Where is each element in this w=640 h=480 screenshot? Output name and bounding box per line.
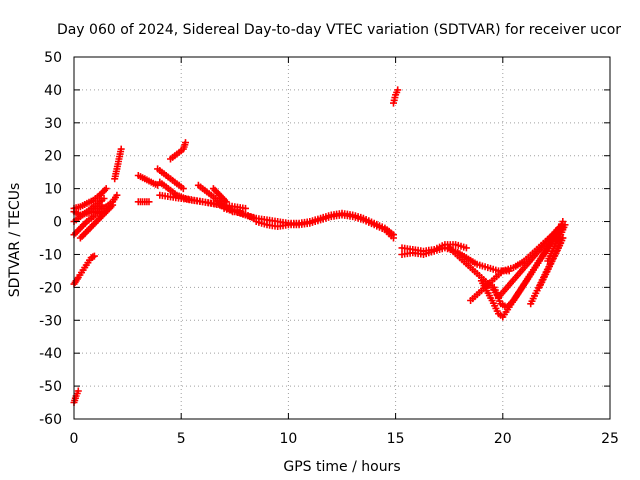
y-tick-label: 20 bbox=[44, 149, 62, 165]
x-tick-label: 0 bbox=[70, 431, 79, 447]
y-tick-label: -40 bbox=[39, 346, 62, 362]
x-tick-label: 15 bbox=[387, 431, 405, 447]
x-tick-label: 20 bbox=[494, 431, 512, 447]
y-tick-label: -60 bbox=[39, 412, 62, 428]
series-track-06 bbox=[70, 252, 98, 288]
data-point bbox=[390, 234, 397, 242]
y-axis-label: SDTVAR / TECUs bbox=[7, 183, 23, 298]
series-track-25 bbox=[490, 224, 567, 311]
x-tick-label: 25 bbox=[601, 431, 619, 447]
data-point bbox=[145, 198, 153, 206]
series-track-19 bbox=[390, 86, 402, 107]
y-tick-label: 50 bbox=[44, 50, 62, 66]
data-point bbox=[100, 195, 108, 202]
x-tick-label: 10 bbox=[279, 431, 297, 447]
series-track-27 bbox=[535, 234, 567, 291]
series-track-09 bbox=[134, 198, 153, 206]
chart-title: Day 060 of 2024, Sidereal Day-to-day VTE… bbox=[57, 22, 621, 38]
data-point bbox=[117, 145, 125, 153]
data-point bbox=[113, 191, 121, 199]
data-point bbox=[561, 221, 569, 229]
data-points bbox=[70, 86, 569, 406]
data-point bbox=[90, 252, 98, 260]
y-tick-label: -20 bbox=[39, 280, 62, 296]
data-point bbox=[394, 86, 402, 94]
series-track-02 bbox=[70, 185, 110, 212]
series-track-16 bbox=[209, 185, 230, 206]
axis-ticks: 0 5 10 15 20 25 -60 -50 -40 -30 -20 -10 0 10 20 30 40 50 bbox=[39, 50, 619, 447]
series-track-07 bbox=[70, 387, 82, 406]
series-track-17 bbox=[220, 204, 397, 239]
series-track-04 bbox=[76, 201, 117, 242]
y-tick-label: -30 bbox=[39, 313, 62, 329]
y-tick-label: 10 bbox=[44, 182, 62, 198]
y-tick-label: -10 bbox=[39, 247, 62, 263]
series-track-12 bbox=[154, 165, 187, 193]
series-track-28 bbox=[544, 221, 569, 265]
series-track-08 bbox=[111, 145, 125, 183]
data-point bbox=[242, 204, 249, 212]
data-point bbox=[98, 201, 106, 209]
y-tick-label: -50 bbox=[39, 379, 62, 395]
grid bbox=[74, 57, 610, 419]
data-point bbox=[222, 198, 230, 206]
x-tick-label: 5 bbox=[177, 431, 186, 447]
data-point bbox=[179, 185, 187, 193]
plot-frame bbox=[73, 56, 611, 420]
data-point bbox=[182, 139, 189, 147]
y-tick-label: 30 bbox=[44, 116, 62, 132]
series-track-22 bbox=[445, 224, 562, 301]
data-point bbox=[102, 185, 110, 193]
x-axis-label: GPS time / hours bbox=[283, 459, 400, 475]
data-point bbox=[109, 201, 117, 209]
series-track-18 bbox=[252, 211, 397, 242]
data-point bbox=[462, 244, 470, 252]
y-tick-label: 0 bbox=[53, 215, 62, 231]
data-point bbox=[74, 387, 82, 395]
series-track-10 bbox=[134, 172, 162, 189]
series-track-13 bbox=[167, 139, 189, 163]
y-tick-label: 40 bbox=[44, 83, 62, 99]
